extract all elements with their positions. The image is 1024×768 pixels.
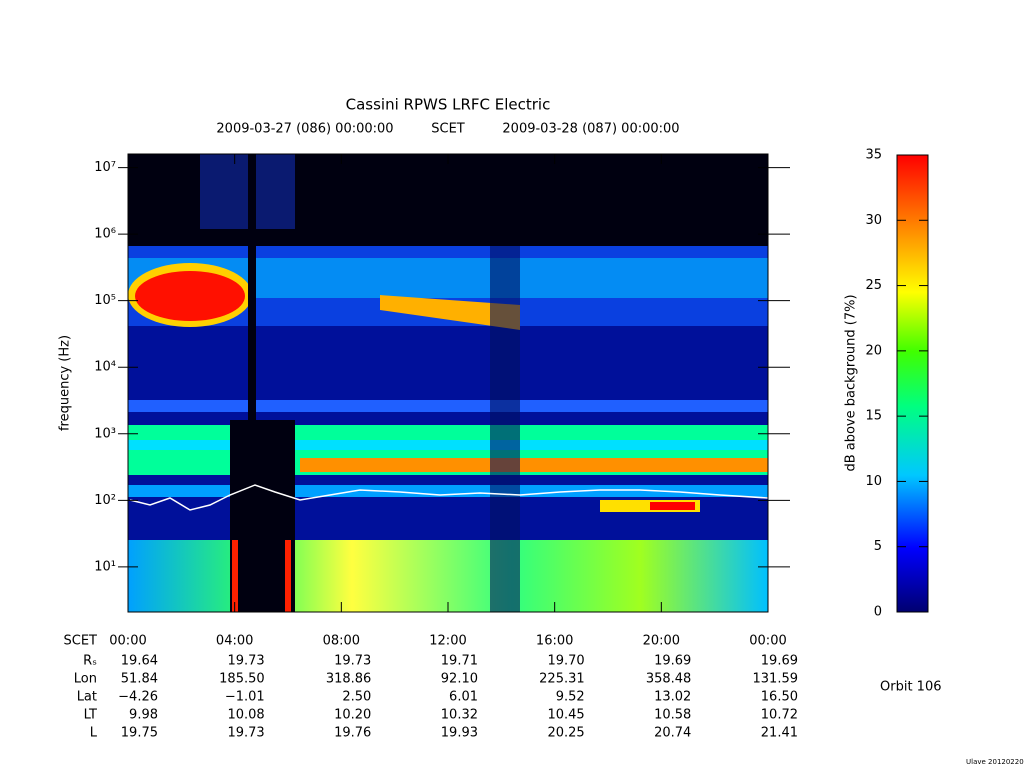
ephemeris-value: 19.69 — [654, 654, 691, 669]
colorbar-tick-label: 15 — [865, 409, 882, 424]
ephemeris-value: 10.32 — [441, 708, 478, 723]
ephemeris-value: 225.31 — [539, 672, 585, 687]
ephemeris-value: 92.10 — [441, 672, 478, 687]
ephemeris-value: 21.41 — [761, 726, 798, 741]
ephemeris-name: Rₛ — [83, 654, 97, 669]
y-tick-label: 10⁶ — [94, 227, 116, 242]
x-tick-label: 16:00 — [536, 634, 573, 649]
ephemeris-value: 10.20 — [334, 708, 371, 723]
colorbar-tick-label: 5 — [874, 539, 882, 554]
subtitle: 2009-03-27 (086) 00:00:00 — [216, 122, 393, 137]
colorbar-tick-label: 30 — [865, 213, 882, 228]
ephemeris-value: 16.50 — [761, 690, 798, 705]
x-tick-label: 08:00 — [323, 634, 360, 649]
x-tick-label: 20:00 — [643, 634, 680, 649]
ephemeris-name: Lat — [77, 690, 97, 705]
ephemeris-value: 19.73 — [227, 726, 264, 741]
ephemeris-name: LT — [84, 708, 97, 723]
ephemeris-value: 19.69 — [761, 654, 798, 669]
y-tick-label: 10² — [94, 493, 116, 508]
y-tick-label: 10³ — [94, 426, 116, 441]
y-tick-label: 10⁵ — [94, 293, 116, 308]
y-tick-label: 10¹ — [94, 559, 116, 574]
ephemeris-value: 10.72 — [761, 708, 798, 723]
credit: Ulave 20120220 — [966, 758, 1024, 766]
ephemeris-value: 13.02 — [654, 690, 691, 705]
ephemeris-value: 131.59 — [753, 672, 799, 687]
ephemeris-value: −4.26 — [118, 690, 158, 705]
ephemeris-name: L — [90, 726, 98, 741]
ephemeris-value: 19.76 — [334, 726, 371, 741]
ephemeris-value: 51.84 — [121, 672, 158, 687]
ephemeris-value: 318.86 — [326, 672, 372, 687]
colorbar-tick-label: 10 — [865, 474, 882, 489]
ephemeris-value: 19.93 — [441, 726, 478, 741]
colorbar-tick-label: 35 — [865, 148, 882, 163]
y-axis-label: frequency (Hz) — [58, 335, 73, 431]
ephemeris-value: 9.52 — [556, 690, 585, 705]
ephemeris-value: 19.75 — [121, 726, 158, 741]
colorbar-tick-label: 25 — [865, 278, 882, 293]
colorbar-tick-label: 0 — [874, 605, 882, 620]
y-tick-label: 10⁷ — [94, 160, 116, 175]
ephemeris-value: 10.08 — [227, 708, 264, 723]
subtitle: SCET — [431, 122, 465, 137]
colorbar-label: dB above background (7%) — [844, 294, 859, 471]
ephemeris-value: 2.50 — [342, 690, 371, 705]
ephemeris-value: 10.58 — [654, 708, 691, 723]
colorbar — [896, 154, 929, 613]
ephemeris-value: 19.73 — [227, 654, 264, 669]
x-axis-label: SCET — [64, 634, 98, 649]
ephemeris-value: 6.01 — [449, 690, 478, 705]
ephemeris-value: 9.98 — [129, 708, 158, 723]
ephemeris-value: 10.45 — [547, 708, 584, 723]
chart-title: Cassini RPWS LRFC Electric — [346, 96, 551, 114]
colorbar-tick-label: 20 — [865, 343, 882, 358]
ephemeris-value: 185.50 — [219, 672, 265, 687]
orbit-label: Orbit 106 — [880, 680, 941, 695]
ephemeris-value: 20.25 — [547, 726, 584, 741]
ephemeris-value: 19.70 — [547, 654, 584, 669]
ephemeris-name: Lon — [74, 672, 97, 687]
ephemeris-value: −1.01 — [225, 690, 265, 705]
x-tick-label: 12:00 — [429, 634, 466, 649]
ephemeris-value: 19.71 — [441, 654, 478, 669]
ephemeris-value: 358.48 — [646, 672, 692, 687]
y-tick-label: 10⁴ — [94, 360, 116, 375]
x-tick-label: 00:00 — [749, 634, 786, 649]
x-tick-label: 04:00 — [216, 634, 253, 649]
x-tick-label: 00:00 — [109, 634, 146, 649]
ephemeris-value: 20.74 — [654, 726, 691, 741]
spectrogram — [128, 154, 769, 612]
ephemeris-value: 19.73 — [334, 654, 371, 669]
subtitle: 2009-03-28 (087) 00:00:00 — [502, 122, 679, 137]
ephemeris-value: 19.64 — [121, 654, 158, 669]
